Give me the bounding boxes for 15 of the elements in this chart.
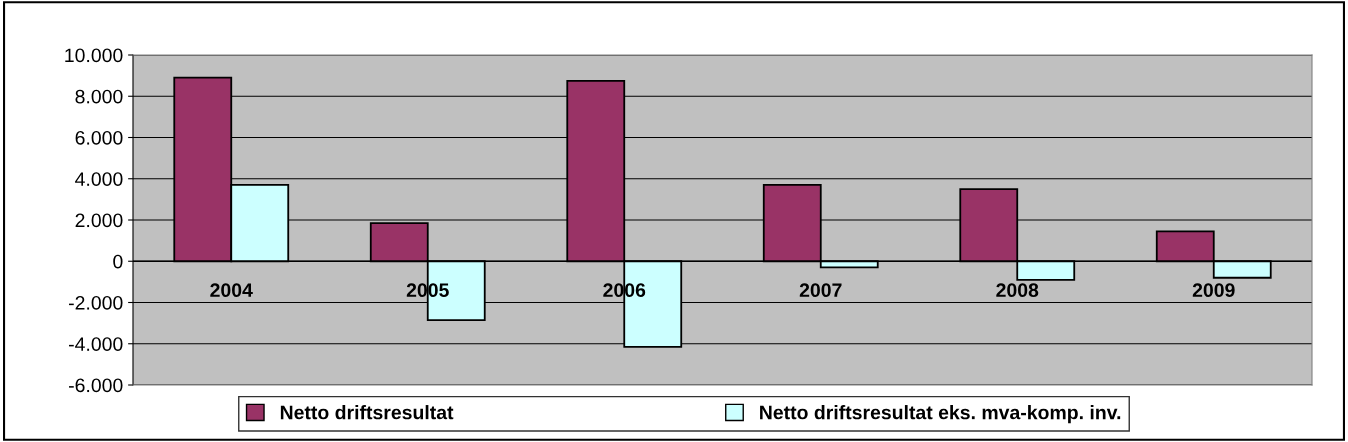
y-tick-label: 2.000 xyxy=(75,213,123,228)
x-tick-label: 2007 xyxy=(799,283,842,298)
y-tick-label: 8.000 xyxy=(75,89,123,104)
x-tick-label: 2009 xyxy=(1192,283,1235,298)
y-tick-label: -2.000 xyxy=(69,295,123,310)
y-tick-label: 10.000 xyxy=(65,48,123,63)
y-tick-label: 0 xyxy=(113,254,123,269)
y-tick-label: 6.000 xyxy=(75,130,123,145)
y-tick-label: -6.000 xyxy=(69,378,123,393)
x-tick-label: 2004 xyxy=(210,283,253,298)
y-tick-label: -4.000 xyxy=(69,337,123,351)
y-tick-label: 4.000 xyxy=(75,172,123,186)
legend-label: Netto driftsresultat xyxy=(280,405,454,420)
legend-label: Netto driftsresultat eks. mva-komp. inv. xyxy=(760,405,1121,424)
x-tick-label: 2008 xyxy=(996,283,1039,298)
